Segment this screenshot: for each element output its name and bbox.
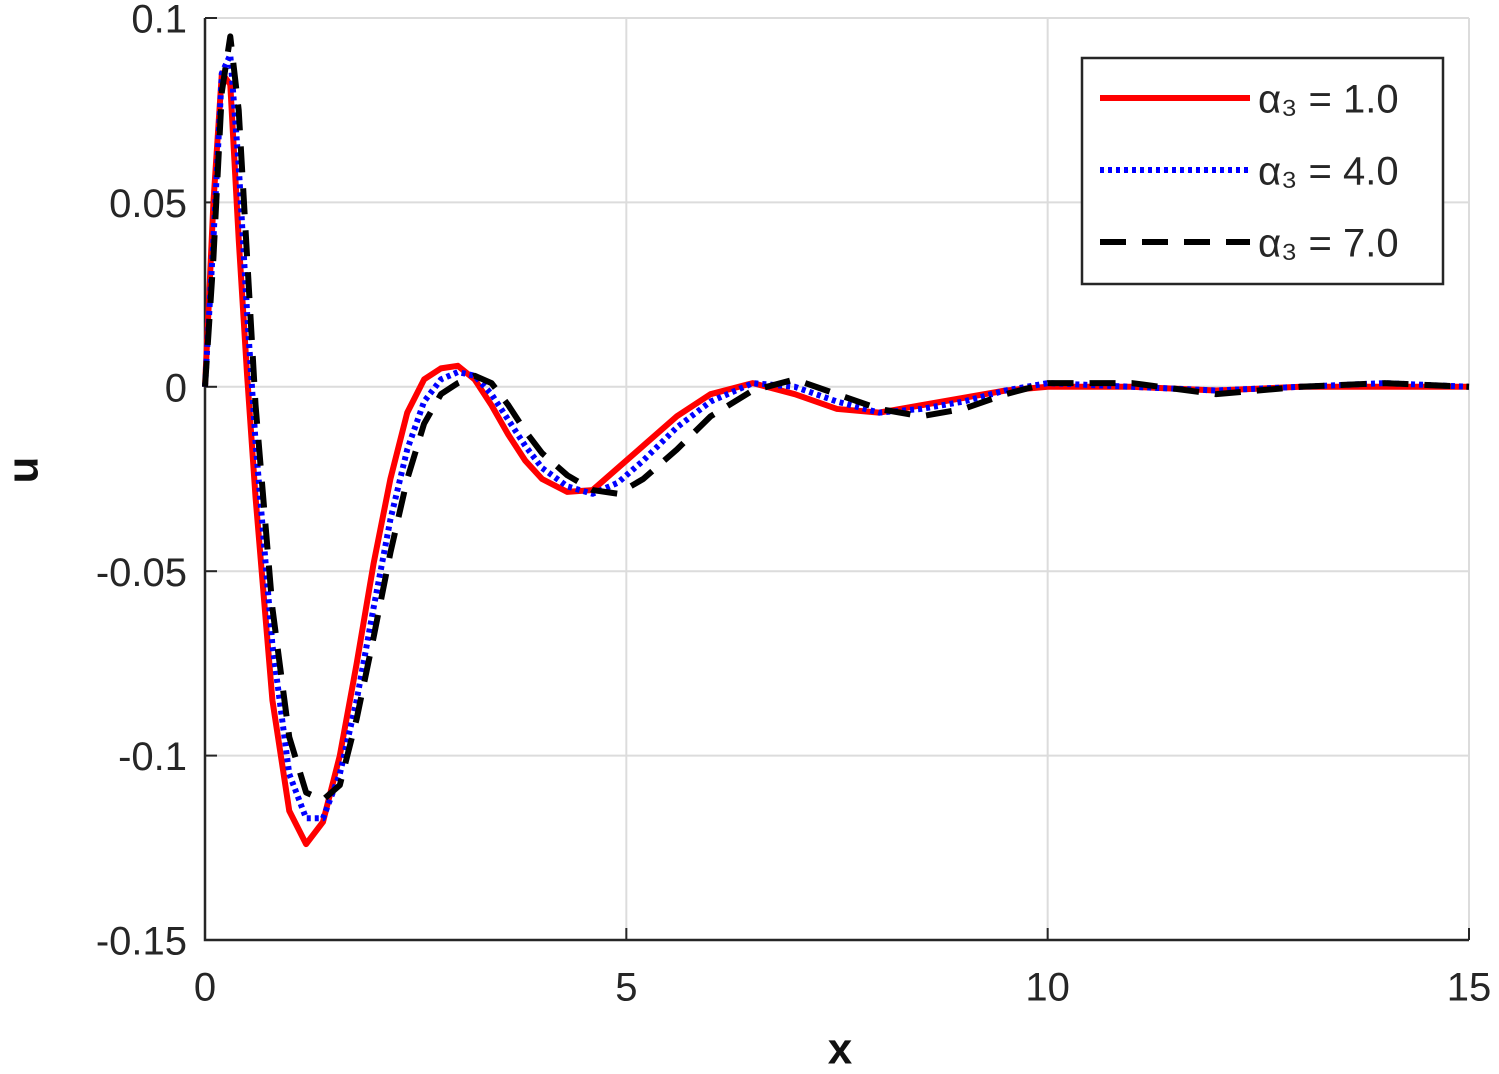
legend-label: α₃ = 1.0: [1258, 78, 1399, 122]
x-tick-label: 5: [615, 966, 637, 1010]
series-line: [202, 33, 1470, 803]
y-axis-label: u: [0, 457, 48, 484]
y-tick-label: -0.15: [96, 920, 187, 964]
x-tick-label: 10: [1025, 966, 1070, 1010]
legend-label: α₃ = 4.0: [1258, 150, 1399, 194]
series-line: [202, 70, 1469, 848]
legend-label: α₃ = 7.0: [1258, 222, 1399, 266]
y-tick-label: -0.05: [96, 551, 187, 595]
y-tick-label: -0.1: [118, 735, 187, 779]
y-tick-label: 0: [165, 366, 187, 410]
x-tick-label: 0: [194, 966, 216, 1010]
x-tick-label: 15: [1447, 966, 1492, 1010]
y-tick-label: 0.1: [131, 0, 187, 42]
x-axis-label: x: [828, 1025, 853, 1074]
y-tick-label: 0.05: [109, 182, 187, 226]
